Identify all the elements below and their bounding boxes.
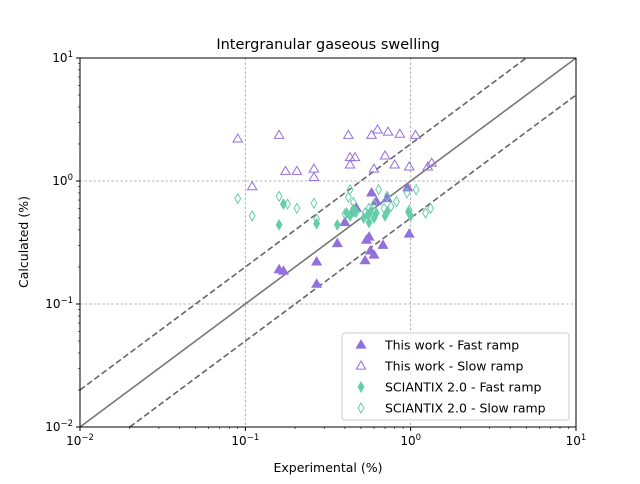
data-point bbox=[394, 128, 406, 138]
axis-ticks: 10−2 10−1 100 101 10−2 10−1 100 101 bbox=[45, 50, 586, 448]
data-point bbox=[382, 126, 394, 136]
data-point bbox=[363, 231, 375, 241]
data-point bbox=[365, 129, 378, 139]
legend-marker bbox=[357, 402, 365, 414]
factor-line bbox=[79, 57, 527, 391]
data-point bbox=[375, 183, 383, 196]
data-point bbox=[402, 181, 414, 192]
data-point bbox=[403, 161, 415, 171]
legend-label: This work - Slow ramp bbox=[384, 359, 523, 374]
data-point bbox=[377, 239, 389, 249]
data-point bbox=[246, 180, 258, 191]
data-point bbox=[353, 206, 360, 218]
data-point bbox=[426, 157, 438, 167]
data-point bbox=[371, 124, 384, 134]
data-point bbox=[368, 163, 380, 173]
data-point bbox=[365, 186, 378, 197]
legend-label: SCIANTIX 2.0 - Fast ramp bbox=[385, 380, 542, 395]
data-point bbox=[427, 202, 435, 215]
data-point bbox=[359, 254, 371, 265]
data-point bbox=[308, 171, 320, 181]
data-point bbox=[392, 195, 400, 208]
data-point bbox=[365, 202, 373, 215]
data-point bbox=[344, 159, 356, 169]
y-tick-label: 10−2 bbox=[45, 419, 73, 434]
data-point bbox=[380, 202, 388, 215]
data-point bbox=[403, 228, 415, 238]
data-point bbox=[275, 218, 283, 231]
data-point bbox=[293, 202, 301, 215]
data-point bbox=[365, 216, 373, 229]
legend: This work - Fast ramp This work - Slow ra… bbox=[341, 332, 570, 421]
y-tick-label: 10−1 bbox=[45, 296, 73, 311]
data-point bbox=[349, 151, 361, 162]
data-point bbox=[389, 159, 401, 169]
data-point bbox=[344, 191, 352, 204]
x-tick-label: 10−1 bbox=[231, 433, 259, 448]
legend-label: This work - Fast ramp bbox=[384, 338, 519, 353]
data-point bbox=[339, 216, 351, 227]
data-point bbox=[405, 204, 413, 217]
x-tick-label: 101 bbox=[566, 433, 587, 448]
data-point bbox=[232, 132, 244, 143]
data-point bbox=[331, 237, 343, 248]
x-tick-label: 10−2 bbox=[66, 433, 94, 448]
data-point bbox=[313, 213, 321, 226]
legend-label: SCIANTIX 2.0 - Slow ramp bbox=[385, 401, 546, 416]
chart-title: Intergranular gaseous swelling bbox=[216, 37, 439, 53]
data-point bbox=[275, 190, 283, 203]
x-tick-label: 100 bbox=[400, 433, 421, 448]
data-point bbox=[379, 149, 391, 160]
data-point bbox=[248, 209, 256, 222]
data-point bbox=[387, 200, 395, 213]
data-point bbox=[291, 165, 303, 175]
factor-line bbox=[129, 94, 577, 428]
data-point bbox=[310, 197, 318, 210]
data-point bbox=[372, 206, 380, 219]
data-point bbox=[279, 165, 292, 175]
data-point bbox=[368, 249, 380, 259]
data-point bbox=[346, 183, 354, 196]
data-point bbox=[351, 206, 359, 218]
data-point bbox=[333, 218, 341, 231]
data-point bbox=[279, 198, 287, 210]
data-point bbox=[311, 255, 323, 266]
y-axis-label: Calculated (%) bbox=[16, 196, 31, 288]
legend-box bbox=[341, 332, 570, 421]
y-tick-label: 101 bbox=[52, 50, 73, 65]
data-point bbox=[346, 209, 354, 222]
data-point bbox=[311, 278, 323, 288]
legend-marker bbox=[355, 360, 367, 370]
data-point bbox=[308, 163, 320, 173]
data-point bbox=[422, 206, 429, 219]
data-point bbox=[341, 207, 349, 220]
reference-lines bbox=[79, 57, 577, 428]
x-axis-label: Experimental (%) bbox=[274, 460, 383, 475]
data-point bbox=[403, 186, 411, 199]
legend-marker bbox=[357, 381, 365, 393]
data-point bbox=[277, 265, 289, 275]
identity-line bbox=[79, 57, 577, 428]
data-point bbox=[409, 129, 422, 139]
data-point bbox=[342, 129, 354, 139]
data-markers bbox=[232, 124, 438, 288]
legend-marker bbox=[355, 339, 367, 349]
plot-frame bbox=[79, 57, 577, 428]
y-tick-label: 100 bbox=[52, 173, 73, 188]
data-point bbox=[383, 190, 391, 203]
data-point bbox=[349, 196, 357, 209]
data-point bbox=[273, 129, 285, 139]
data-point bbox=[412, 183, 420, 196]
data-point bbox=[361, 206, 369, 219]
data-point bbox=[234, 192, 242, 205]
data-point bbox=[284, 198, 291, 210]
data-point bbox=[370, 198, 378, 210]
